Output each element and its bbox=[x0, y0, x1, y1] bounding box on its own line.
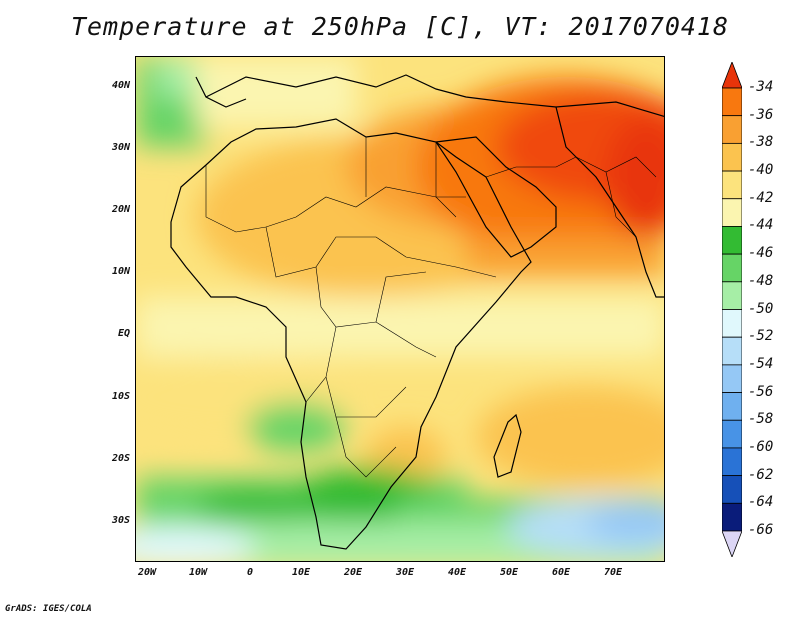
colorbar-label: -64 bbox=[748, 494, 774, 511]
lat-label-10s: 10S bbox=[111, 391, 130, 402]
colorbar-box bbox=[722, 336, 742, 366]
colorbar-label: -46 bbox=[748, 245, 774, 262]
colorbar-label: -66 bbox=[748, 522, 774, 538]
colorbar-label: -34 bbox=[748, 79, 774, 95]
colorbar-box bbox=[722, 281, 742, 310]
colorbar-box bbox=[722, 364, 742, 393]
asia-coast bbox=[555, 106, 664, 298]
lat-label-10n: 10N bbox=[111, 266, 130, 277]
lon-label-50e: 50E bbox=[499, 567, 519, 578]
colorbar-top-arrow bbox=[722, 62, 742, 89]
colorbar-box bbox=[722, 226, 742, 255]
colorbar-label: -60 bbox=[748, 438, 774, 455]
lon-label-10w: 10W bbox=[188, 567, 208, 578]
lon-label-60e: 60E bbox=[551, 567, 571, 578]
lon-label-20w: 20W bbox=[137, 567, 157, 578]
arabia-outline bbox=[434, 136, 557, 258]
colorbar-label: -58 bbox=[748, 411, 774, 428]
lon-label-40e: 40E bbox=[447, 567, 467, 578]
colorbar-label: -36 bbox=[748, 106, 774, 123]
lon-label-70e: 70E bbox=[603, 567, 623, 578]
grads-credit: GrADS: IGES/COLA bbox=[5, 604, 92, 614]
iberia-coast bbox=[195, 76, 247, 108]
colorbar-label: -52 bbox=[748, 328, 774, 345]
colorbar-label: -56 bbox=[748, 383, 774, 400]
colorbar-box bbox=[722, 198, 742, 227]
coastlines bbox=[170, 74, 664, 550]
lon-label-0: 0 bbox=[246, 567, 254, 578]
colorbar-box bbox=[722, 253, 742, 283]
colorbar-label: -48 bbox=[748, 272, 774, 289]
eurasia-coast bbox=[205, 74, 664, 118]
map-title: Temperature at 250hPa [C], VT: 201707041… bbox=[70, 12, 730, 41]
colorbar-label: -50 bbox=[748, 300, 774, 317]
colorbar-box bbox=[722, 475, 742, 504]
colorbar-label: -54 bbox=[748, 355, 774, 372]
colorbar-box bbox=[722, 142, 742, 172]
colorbar-bottom-arrow bbox=[722, 530, 742, 557]
africa-outline bbox=[170, 118, 532, 550]
lat-label-eq: EQ bbox=[117, 328, 130, 339]
lon-label-20e: 20E bbox=[343, 567, 363, 578]
colorbar-box bbox=[722, 502, 742, 532]
lat-label-20n: 20N bbox=[111, 204, 130, 215]
temperature-map bbox=[135, 56, 665, 562]
lat-label-30n: 30N bbox=[111, 142, 130, 153]
colorbar-label: -38 bbox=[748, 134, 774, 151]
country-borders bbox=[205, 137, 657, 478]
colorbar-box bbox=[722, 87, 742, 117]
colorbar-box bbox=[722, 115, 742, 144]
lat-label-30s: 30S bbox=[111, 515, 130, 526]
colorbar-label: -40 bbox=[748, 162, 774, 179]
temperature-field bbox=[136, 57, 664, 561]
madagascar-outline bbox=[493, 413, 522, 478]
lon-label-10e: 10E bbox=[291, 567, 311, 578]
colorbar-label: -44 bbox=[748, 217, 774, 234]
lat-label-40n: 40N bbox=[111, 80, 130, 91]
colorbar-box bbox=[722, 447, 742, 477]
lat-label-20s: 20S bbox=[111, 453, 130, 464]
lon-label-30e: 30E bbox=[395, 567, 415, 578]
colorbar-label: -42 bbox=[748, 189, 774, 206]
colorbar-box bbox=[722, 392, 742, 421]
colorbar bbox=[722, 62, 742, 557]
map-canvas bbox=[136, 57, 664, 561]
colorbar-label: -62 bbox=[748, 466, 774, 483]
colorbar-box bbox=[722, 170, 742, 200]
colorbar-box bbox=[722, 419, 742, 449]
colorbar-box bbox=[722, 309, 742, 338]
